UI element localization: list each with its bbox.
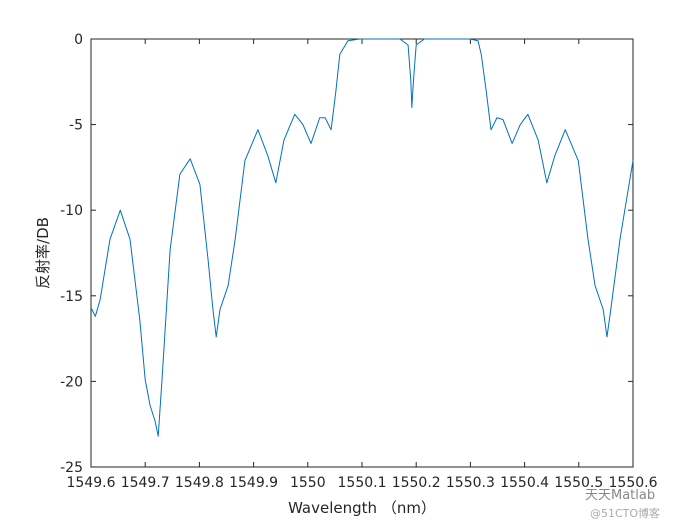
x-tick-label: 1550.6: [609, 475, 658, 491]
x-tick-label: 1549.7: [121, 475, 170, 491]
x-tick-label: 1549.6: [67, 475, 116, 491]
x-tick-label: 1550.5: [554, 475, 603, 491]
y-tick-label: -20: [60, 374, 83, 390]
axes-box: [90, 38, 634, 468]
x-tick-label: 1550: [290, 475, 326, 491]
y-tick-label: -10: [60, 203, 83, 219]
x-tick-label: 1550.3: [446, 475, 495, 491]
x-tick-label: 1550.4: [500, 475, 549, 491]
watermark: 天天Matlab: [585, 488, 655, 503]
y-tick-label: -15: [60, 289, 83, 305]
y-tick-label: -25: [60, 460, 83, 476]
y-tick-label: 0: [74, 32, 83, 48]
x-tick-label: 1550.1: [338, 475, 387, 491]
line-series: [90, 38, 634, 437]
x-tick-label: 1549.8: [175, 475, 224, 491]
x-axis-label: Wavelength （nm）: [288, 499, 436, 517]
y-tick-label: -5: [69, 118, 83, 134]
x-tick-label: 1549.9: [229, 475, 278, 491]
y-axis-label: 反射率/DB: [34, 217, 52, 289]
watermark: @51CTO博客: [590, 506, 660, 520]
x-tick-label: 1550.2: [392, 475, 441, 491]
